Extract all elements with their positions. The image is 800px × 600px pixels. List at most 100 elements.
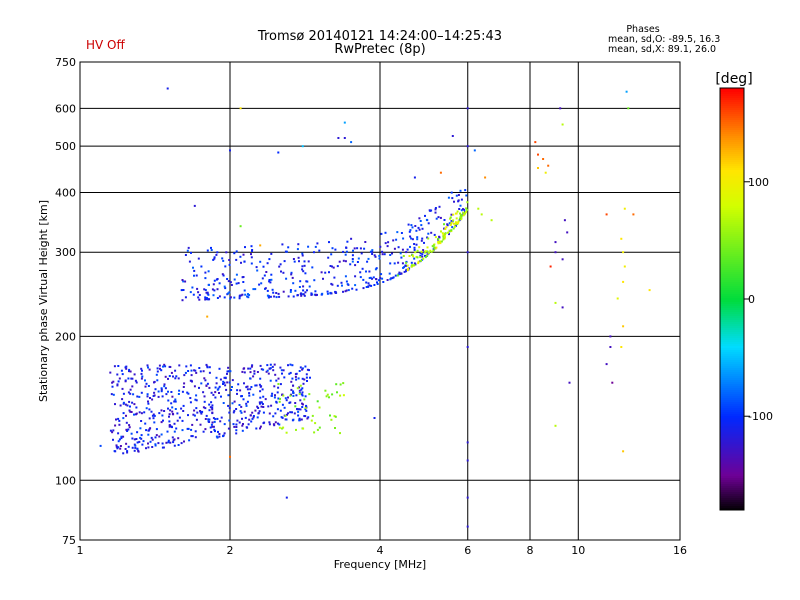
data-point	[133, 443, 136, 446]
data-point	[458, 208, 461, 210]
data-point	[264, 398, 267, 401]
colorbar-band	[720, 458, 744, 461]
data-point	[410, 224, 413, 227]
data-point	[141, 443, 144, 446]
data-point	[295, 394, 298, 397]
data-point	[307, 416, 310, 419]
data-point	[290, 388, 293, 391]
colorbar-band	[720, 304, 744, 307]
x-tick-label: 4	[377, 544, 384, 557]
data-point	[277, 151, 280, 154]
data-point	[221, 273, 224, 276]
colorbar-tick-label: 100	[748, 176, 769, 189]
data-point	[300, 294, 303, 297]
colorbar-band	[720, 350, 744, 353]
data-point	[254, 409, 257, 412]
data-point	[360, 252, 363, 255]
data-point	[191, 286, 194, 289]
data-point	[447, 231, 449, 234]
data-point	[294, 402, 297, 404]
colorbar-band	[720, 410, 744, 413]
data-point	[223, 376, 226, 379]
data-point	[417, 262, 420, 265]
data-point	[283, 260, 286, 263]
data-point	[135, 406, 138, 409]
data-point	[339, 432, 341, 435]
data-point	[302, 289, 305, 292]
data-point	[174, 400, 177, 403]
data-point	[145, 447, 147, 450]
colorbar-band	[720, 332, 744, 335]
data-point	[167, 399, 170, 402]
data-point	[295, 428, 297, 431]
data-point	[223, 423, 226, 426]
data-point	[235, 426, 238, 428]
data-point	[330, 418, 333, 421]
data-point	[194, 436, 197, 439]
data-point	[203, 400, 206, 403]
data-point	[424, 254, 426, 257]
data-point	[459, 204, 462, 207]
data-point	[287, 364, 289, 367]
colorbar-band	[720, 326, 744, 329]
data-point	[413, 243, 416, 245]
data-point	[303, 415, 306, 417]
data-point	[210, 423, 213, 426]
data-point	[184, 280, 187, 283]
data-point	[316, 242, 319, 245]
data-point	[191, 423, 194, 426]
data-point	[205, 414, 208, 417]
data-point	[244, 416, 247, 419]
data-point	[178, 389, 181, 392]
data-point	[217, 387, 220, 390]
data-point	[397, 273, 400, 276]
data-point	[366, 260, 369, 263]
data-point	[160, 433, 163, 436]
data-point	[375, 278, 378, 281]
data-point	[455, 221, 457, 224]
data-point	[450, 229, 453, 232]
data-point	[239, 225, 242, 228]
data-point	[125, 365, 128, 368]
data-point	[407, 223, 410, 226]
data-point	[189, 397, 192, 399]
data-point	[327, 256, 330, 259]
data-point	[229, 297, 232, 300]
data-point	[149, 397, 151, 399]
data-point	[427, 222, 430, 225]
data-point	[280, 369, 283, 372]
data-point	[146, 395, 149, 398]
data-point	[295, 372, 298, 375]
data-point	[206, 315, 209, 318]
data-point	[163, 363, 166, 366]
data-point	[233, 278, 236, 281]
data-point	[137, 450, 140, 453]
data-point	[279, 409, 282, 412]
data-point	[197, 257, 200, 260]
data-point	[204, 289, 207, 291]
data-point	[389, 254, 392, 256]
data-point	[156, 370, 159, 373]
data-point	[155, 428, 158, 431]
data-point	[443, 219, 446, 221]
data-point	[411, 264, 413, 267]
data-point	[227, 292, 229, 295]
data-point	[449, 216, 452, 219]
data-point	[245, 426, 248, 429]
data-point	[129, 410, 132, 413]
data-point	[157, 390, 160, 393]
colorbar-band	[720, 218, 744, 221]
data-point	[313, 251, 315, 254]
data-point	[140, 437, 143, 440]
data-point	[133, 403, 136, 406]
data-point	[122, 392, 125, 395]
data-point	[269, 379, 272, 382]
data-point	[324, 271, 327, 274]
data-point	[311, 266, 314, 269]
colorbar-band	[720, 374, 744, 377]
data-point	[222, 402, 225, 404]
data-point	[356, 261, 359, 263]
data-point	[334, 291, 337, 294]
data-point	[420, 259, 422, 262]
data-point	[269, 367, 272, 370]
